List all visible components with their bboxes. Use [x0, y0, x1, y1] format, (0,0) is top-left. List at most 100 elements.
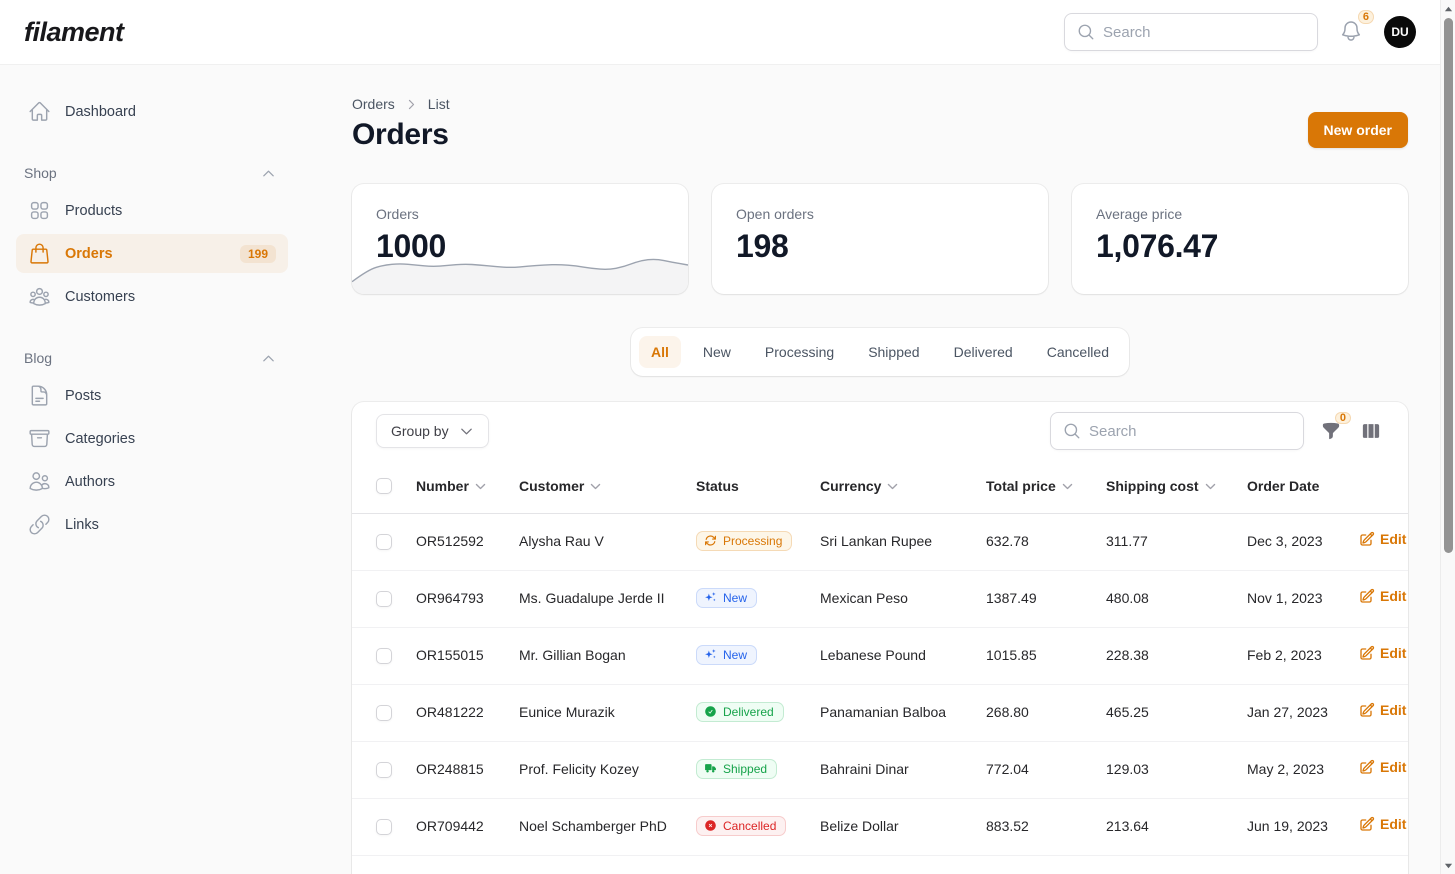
scrollbar-down-arrow[interactable]: [1441, 858, 1455, 872]
column-header-customer[interactable]: Customer: [519, 460, 696, 513]
topbar: filament 6 DU: [0, 0, 1440, 64]
tab-cancelled[interactable]: Cancelled: [1035, 336, 1121, 368]
edit-button[interactable]: Edit: [1359, 759, 1406, 775]
sidebar-group-shop-toggle[interactable]: Shop: [16, 165, 288, 191]
table-header-row: Number Customer Status Currency Total pr…: [352, 460, 1408, 513]
column-header-number[interactable]: Number: [416, 460, 519, 513]
tab-all[interactable]: All: [639, 336, 681, 368]
page-scrollbar[interactable]: [1440, 0, 1455, 874]
order-customer: Mr. Gillian Bogan: [519, 646, 626, 663]
column-header-total-price[interactable]: Total price: [986, 460, 1106, 513]
notifications-button[interactable]: 6: [1336, 10, 1374, 47]
sidebar-item-authors[interactable]: Authors: [16, 462, 288, 501]
sidebar-item-dashboard[interactable]: Dashboard: [16, 92, 288, 131]
table-row[interactable]: OR709442 Noel Schamberger PhD Cancelled …: [352, 798, 1408, 855]
order-date: May 2, 2023: [1247, 760, 1325, 777]
row-checkbox[interactable]: [376, 590, 392, 607]
row-checkbox[interactable]: [376, 533, 392, 550]
order-shipping-cost: 213.64: [1106, 817, 1149, 834]
stat-card-orders: Orders 1000: [352, 184, 688, 294]
sidebar-item-label: Links: [65, 516, 99, 533]
sidebar-group-label: Shop: [24, 165, 57, 181]
table-row[interactable]: OR964793 Ms. Guadalupe Jerde II New Mexi…: [352, 570, 1408, 627]
row-checkbox[interactable]: [376, 818, 392, 835]
link-icon: [29, 514, 50, 535]
topbar-actions: 6 DU: [1064, 10, 1416, 51]
breadcrumb: Orders List: [352, 96, 450, 112]
order-number: OR248815: [416, 760, 484, 777]
scrollbar-up-arrow[interactable]: [1441, 2, 1455, 16]
order-date: Dec 3, 2023: [1247, 532, 1323, 549]
sidebar-item-links[interactable]: Links: [16, 505, 288, 544]
row-checkbox[interactable]: [376, 761, 392, 778]
scrollbar-thumb[interactable]: [1443, 18, 1453, 553]
sort-chevron-icon: [591, 483, 601, 489]
row-checkbox[interactable]: [376, 647, 392, 664]
table-row[interactable]: OR155015 Mr. Gillian Bogan New Lebanese …: [352, 627, 1408, 684]
order-total-price: 883.52: [986, 817, 1029, 834]
order-shipping-cost: 129.03: [1106, 760, 1149, 777]
bell-icon: [1341, 20, 1361, 41]
column-header-order-date: Order Date: [1247, 478, 1320, 495]
filters-button[interactable]: 0: [1318, 412, 1351, 444]
group-by-select[interactable]: Group by: [376, 414, 489, 448]
status-badge: Shipped: [696, 758, 778, 779]
document-text-icon: [31, 385, 48, 406]
select-all-checkbox[interactable]: [376, 478, 392, 495]
tab-new[interactable]: New: [691, 336, 743, 368]
order-customer: Ms. Guadalupe Jerde II: [519, 589, 665, 606]
pencil-square-icon: [1360, 816, 1375, 831]
toggle-columns-button[interactable]: [1358, 418, 1384, 444]
table-search-input[interactable]: [1089, 422, 1291, 440]
edit-button[interactable]: Edit: [1359, 645, 1406, 661]
status-tabs: All New Processing Shipped Delivered Can…: [631, 328, 1129, 376]
order-currency: Bahraini Dinar: [820, 760, 909, 777]
breadcrumb-orders[interactable]: Orders: [352, 96, 395, 112]
edit-button[interactable]: Edit: [1359, 702, 1406, 718]
orders-table: Number Customer Status Currency Total pr…: [352, 460, 1408, 874]
sparkles-icon: [705, 592, 716, 602]
global-search-input[interactable]: [1103, 23, 1305, 41]
row-checkbox[interactable]: [376, 704, 392, 721]
sidebar-item-categories[interactable]: Categories: [16, 419, 288, 458]
edit-button[interactable]: Edit: [1359, 588, 1406, 604]
table-row[interactable]: OR248815 Prof. Felicity Kozey Shipped Ba…: [352, 741, 1408, 798]
orders-sparkline-chart: [352, 258, 688, 294]
sidebar-item-posts[interactable]: Posts: [16, 376, 288, 415]
order-date: Nov 1, 2023: [1247, 589, 1323, 606]
sidebar: Dashboard Shop Products Orders 199 Custo…: [0, 64, 320, 874]
pencil-square-icon: [1360, 588, 1375, 603]
sidebar-item-label: Authors: [65, 473, 115, 490]
column-header-currency[interactable]: Currency: [820, 460, 986, 513]
order-date: Feb 2, 2023: [1247, 646, 1322, 663]
home-icon: [29, 101, 50, 121]
chevron-up-icon: [263, 355, 274, 361]
table-row[interactable]: OR512592 Alysha Rau V Processing Sri Lan…: [352, 513, 1408, 570]
stat-label: Open orders: [736, 206, 814, 222]
tab-processing[interactable]: Processing: [753, 336, 846, 368]
column-header-shipping-cost[interactable]: Shipping cost: [1106, 460, 1247, 513]
tab-delivered[interactable]: Delivered: [942, 336, 1025, 368]
new-order-button[interactable]: New order: [1307, 112, 1408, 148]
sidebar-item-products[interactable]: Products: [16, 191, 288, 230]
main-content: Orders List Orders New order Orders 1000…: [320, 64, 1440, 874]
table-toolbar: Group by 0: [352, 402, 1408, 460]
tab-shipped[interactable]: Shipped: [856, 336, 931, 368]
edit-button[interactable]: Edit: [1359, 531, 1406, 547]
order-customer: Prof. Felicity Kozey: [519, 760, 639, 777]
avatar[interactable]: DU: [1384, 16, 1416, 48]
order-number: OR481222: [416, 703, 484, 720]
table-row[interactable]: OR481222 Eunice Murazik Delivered Panama…: [352, 684, 1408, 741]
sidebar-item-label: Customers: [65, 288, 136, 305]
status-badge: Cancelled: [696, 815, 787, 836]
status-icon: [704, 591, 717, 604]
sidebar-group-blog-toggle[interactable]: Blog: [16, 350, 288, 376]
sidebar-item-customers[interactable]: Customers: [16, 277, 288, 316]
order-shipping-cost: 465.25: [1106, 703, 1149, 720]
order-shipping-cost: 228.38: [1106, 646, 1149, 663]
shopping-bag-icon: [30, 243, 49, 264]
user-group-icon: [29, 287, 50, 306]
sidebar-item-orders[interactable]: Orders 199: [16, 234, 288, 273]
edit-button[interactable]: Edit: [1359, 816, 1406, 832]
